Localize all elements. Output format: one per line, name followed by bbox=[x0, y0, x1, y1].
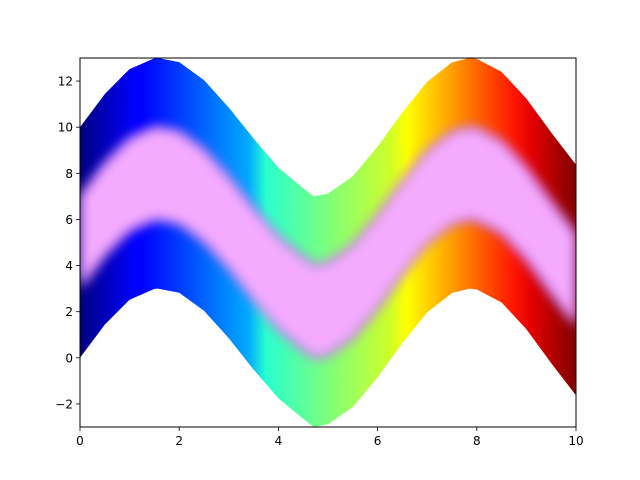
y-axis: −2 0 2 4 6 8 10 12 bbox=[55, 75, 80, 411]
y-tick-label: 2 bbox=[65, 305, 73, 319]
x-tick-label: 8 bbox=[473, 434, 481, 448]
x-tick-label: 2 bbox=[175, 434, 183, 448]
axes-frame bbox=[79, 57, 577, 428]
y-tick-label: 4 bbox=[65, 259, 73, 273]
outer-band-area bbox=[80, 58, 576, 427]
y-tick-label: 8 bbox=[65, 167, 73, 181]
x-tick-label: 6 bbox=[374, 434, 382, 448]
plot-area bbox=[80, 58, 576, 427]
x-axis: 0 2 4 6 8 10 bbox=[76, 427, 584, 448]
y-tick-label: 12 bbox=[58, 75, 73, 89]
y-tick-label: 6 bbox=[65, 213, 73, 227]
x-tick-label: 4 bbox=[275, 434, 283, 448]
x-tick-label: 10 bbox=[568, 434, 583, 448]
y-tick-label: 0 bbox=[65, 351, 73, 365]
x-tick-label: 0 bbox=[76, 434, 84, 448]
y-tick-label: −2 bbox=[55, 397, 73, 411]
y-tick-label: 10 bbox=[58, 121, 73, 135]
inner-band-area bbox=[80, 127, 576, 358]
